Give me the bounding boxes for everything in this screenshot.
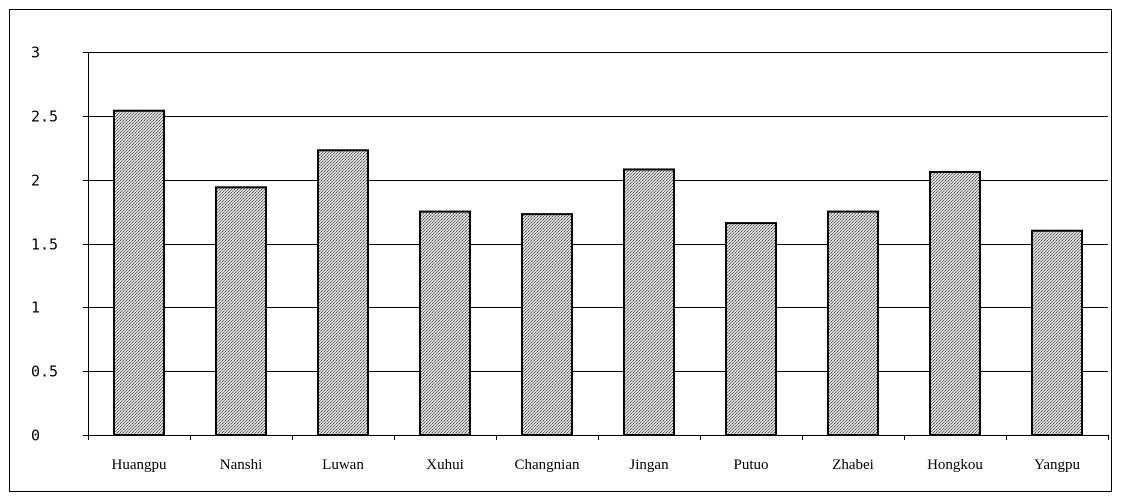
y-tick-labels: 0 0.5 1 1.5 2 2.5 3 <box>31 44 58 445</box>
x-tick-label-jingan: Jingan <box>629 457 669 473</box>
bar-hongkou <box>929 171 981 437</box>
y-tick-label: 3 <box>31 44 40 62</box>
x-tick-label-putuo: Putuo <box>733 457 768 473</box>
bar-changnian <box>521 213 573 436</box>
bar-xuhui <box>419 210 471 436</box>
x-tick-labels: Huangpu Nanshi Luwan Xuhui Changnian Jingan Pu… <box>112 457 1081 473</box>
y-tick-label: 1.5 <box>31 236 58 254</box>
y-tick-label: 0.5 <box>31 363 58 381</box>
x-tick-label-hongkou: Hongkou <box>927 457 983 473</box>
bar-zhabei <box>827 210 879 436</box>
bar-luwan <box>317 149 369 436</box>
x-tick-label-changnian: Changnian <box>515 457 580 473</box>
bar-yangpu <box>1031 229 1083 436</box>
bar-nanshi <box>215 186 267 436</box>
y-tick-label: 0 <box>31 427 40 445</box>
bar-jingan <box>623 168 675 436</box>
x-tick-label-zhabei: Zhabei <box>832 457 874 473</box>
y-tick-label: 1 <box>31 299 40 317</box>
x-tick-label-luwan: Luwan <box>322 457 364 473</box>
y-tick-label: 2.5 <box>31 108 58 126</box>
bars <box>113 109 1083 437</box>
x-tick-label-yangpu: Yangpu <box>1034 457 1080 473</box>
y-tick-label: 2 <box>31 172 40 190</box>
outer-border <box>9 9 1112 492</box>
bar-putuo <box>725 222 777 436</box>
x-tick-label-xuhui: Xuhui <box>426 457 464 473</box>
bar-huangpu <box>113 109 165 437</box>
x-tick-label-huangpu: Huangpu <box>112 457 167 473</box>
x-tick-label-nanshi: Nanshi <box>220 457 263 473</box>
